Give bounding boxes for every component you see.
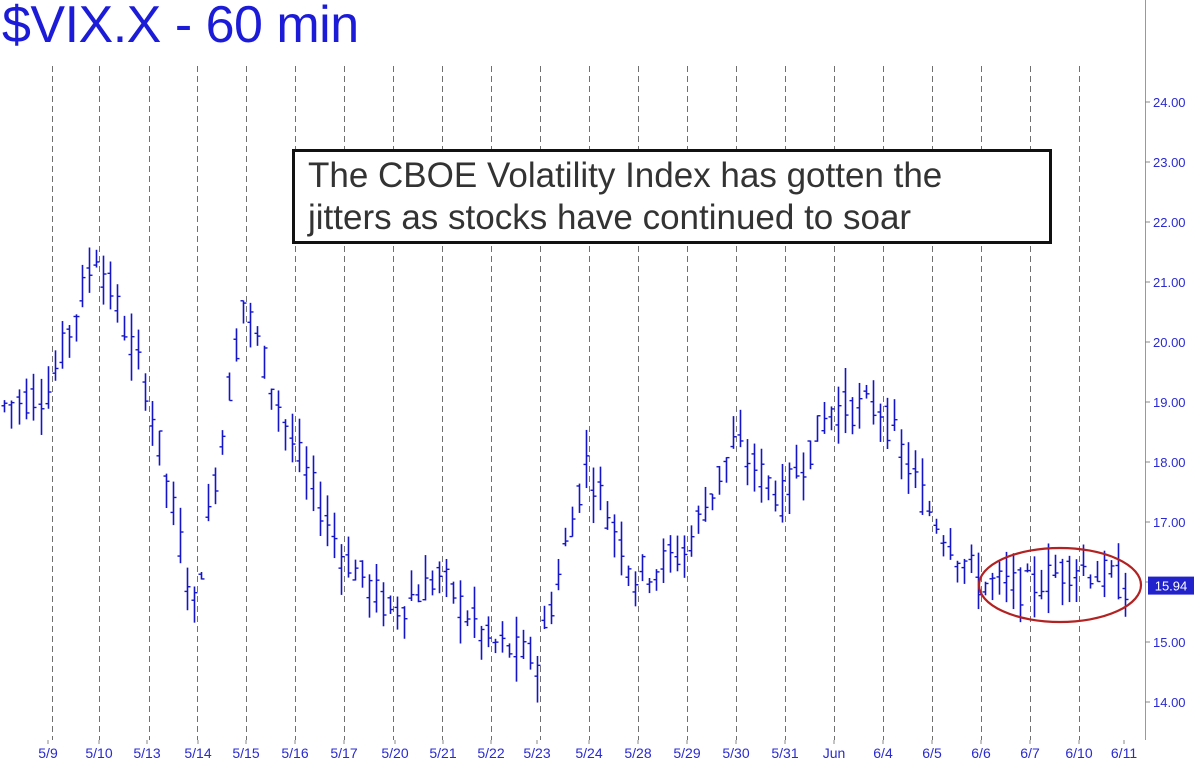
x-tick-label: 5/30 <box>722 745 749 761</box>
y-tick-label: 18.00 <box>1153 455 1186 470</box>
y-tick-label: 22.00 <box>1153 215 1186 230</box>
annotation-line-1: The CBOE Volatility Index has gotten the <box>308 156 943 195</box>
x-tick-label: 5/13 <box>133 745 160 761</box>
last-price-label: 15.94 <box>1155 579 1188 594</box>
y-tick-label: 15.00 <box>1153 635 1186 650</box>
x-tick-label: 5/29 <box>673 745 700 761</box>
y-tick-label: 17.00 <box>1153 515 1186 530</box>
y-tick-label: 21.00 <box>1153 275 1186 290</box>
x-tick-label: 6/10 <box>1065 745 1092 761</box>
x-tick-label: 5/24 <box>575 745 602 761</box>
y-tick-label: 19.00 <box>1153 395 1186 410</box>
x-tick-label: 5/14 <box>184 745 211 761</box>
x-tick-label: Jun <box>823 745 846 761</box>
x-tick-label: 5/9 <box>38 745 58 761</box>
y-tick-label: 23.00 <box>1153 155 1186 170</box>
x-tick-label: 6/5 <box>922 745 942 761</box>
x-tick-label: 5/31 <box>771 745 798 761</box>
y-tick-label: 14.00 <box>1153 695 1186 710</box>
x-tick-label: 5/10 <box>85 745 112 761</box>
highlight-ellipse <box>977 546 1143 624</box>
x-tick-label: 6/11 <box>1111 745 1137 761</box>
x-tick-label: 6/6 <box>971 745 991 761</box>
y-tick-label: 20.00 <box>1153 335 1186 350</box>
annotation-line-2: jitters as stocks have continued to soar <box>308 198 912 237</box>
annotation-box: The CBOE Volatility Index has gotten the… <box>292 149 1052 244</box>
x-tick-label: 5/22 <box>477 745 504 761</box>
x-tick-label: 5/16 <box>281 745 308 761</box>
x-tick-label: 6/7 <box>1020 745 1040 761</box>
x-tick-label: 5/15 <box>232 745 259 761</box>
x-tick-label: 5/21 <box>429 745 456 761</box>
chart-title: $VIX.X - 60 min <box>2 0 359 54</box>
x-tick-label: 5/28 <box>624 745 651 761</box>
x-tick-label: 6/4 <box>873 745 893 761</box>
x-tick-label: 5/23 <box>523 745 550 761</box>
last-price-box <box>1148 576 1194 595</box>
x-tick-label: 5/20 <box>381 745 408 761</box>
x-tick-label: 5/17 <box>330 745 357 761</box>
y-tick-label: 24.00 <box>1153 95 1186 110</box>
